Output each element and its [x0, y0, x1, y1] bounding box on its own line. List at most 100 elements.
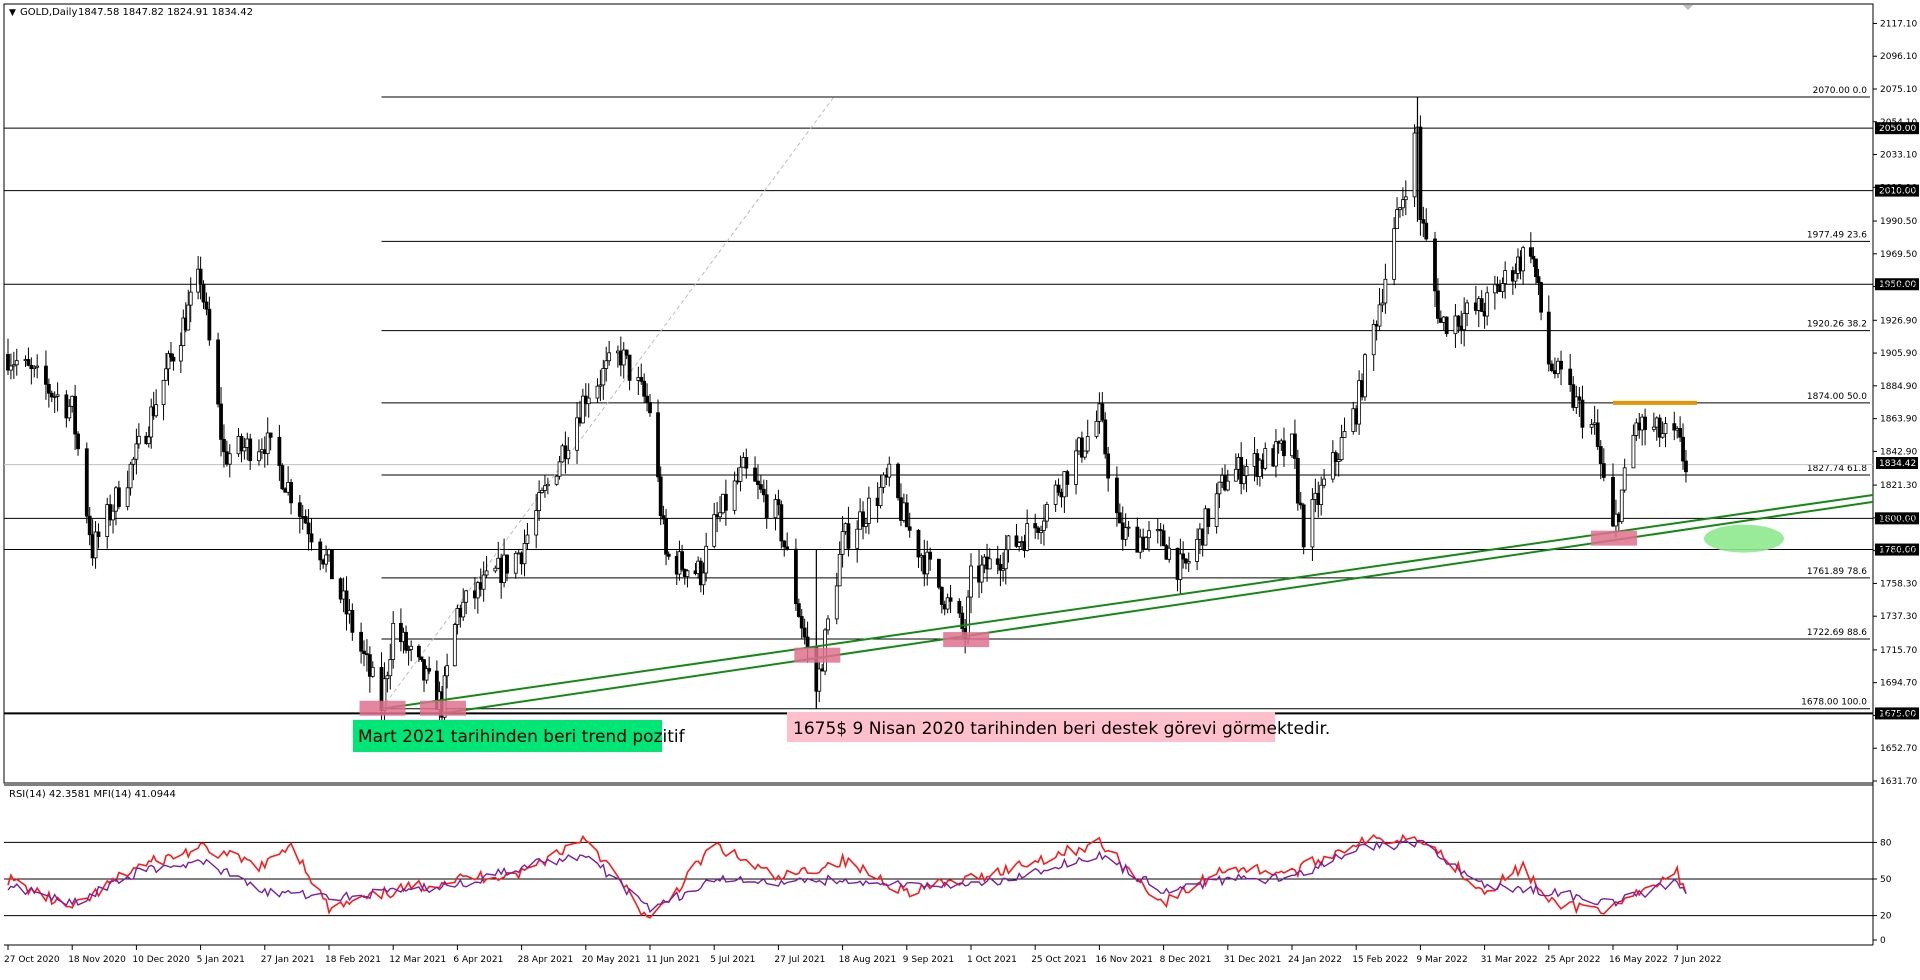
candle-body	[1103, 419, 1108, 455]
candle-body	[543, 485, 547, 491]
trend-note-text: Mart 2021 tarihinden beri trend pozitif	[358, 727, 686, 747]
candle-body	[1663, 423, 1668, 434]
candle-body	[525, 534, 530, 544]
candle-body	[794, 548, 798, 605]
candle-body	[1085, 436, 1090, 452]
collapse-triangle-icon[interactable]: ▼	[9, 8, 16, 18]
candle-body	[595, 385, 600, 399]
candle-body	[1521, 247, 1526, 272]
candle-body	[580, 395, 585, 424]
candle-body	[545, 483, 550, 487]
candle-body	[744, 457, 749, 469]
candle-body	[419, 656, 424, 661]
candle-body	[76, 433, 80, 450]
candle-body	[493, 567, 498, 572]
candle-body	[513, 552, 518, 574]
candle-body	[1056, 484, 1061, 493]
candle-body	[855, 528, 860, 549]
candle-body	[1241, 475, 1246, 485]
candle-body	[1681, 436, 1685, 462]
date-axis-label: 25 Apr 2022	[1545, 955, 1601, 965]
candle-body	[624, 349, 629, 356]
candle-body	[1436, 290, 1440, 319]
candle-body	[475, 582, 480, 599]
candle-body	[834, 585, 839, 620]
candle-body	[136, 435, 141, 445]
ohlc-readout: 1847.58 1847.82 1824.91 1834.42	[78, 7, 253, 18]
candle-body	[1065, 471, 1070, 485]
price-axis-label: 1948.50	[1880, 283, 1917, 293]
candle-body	[799, 616, 804, 629]
candle-body	[1333, 452, 1338, 463]
candle-body	[796, 603, 801, 617]
candle-body	[239, 436, 244, 452]
candle-body	[642, 380, 647, 397]
candle-body	[84, 448, 89, 517]
candle-body	[96, 531, 101, 537]
candle-body	[1181, 553, 1186, 560]
price-axis-label: 1926.90	[1880, 316, 1917, 326]
candle-body	[1336, 459, 1341, 463]
candle-body	[840, 531, 845, 555]
candle-body	[1363, 354, 1367, 398]
candle-body	[701, 572, 706, 586]
scroll-marker-icon[interactable]	[1683, 5, 1693, 10]
price-axis-label: 1715.70	[1880, 646, 1917, 656]
candle-body	[1380, 302, 1385, 306]
candle-body	[93, 531, 98, 559]
candle-body	[1214, 493, 1219, 527]
candle-body	[445, 665, 450, 677]
candle-body	[257, 451, 261, 462]
candle-body	[907, 526, 912, 531]
candle-body	[960, 612, 965, 629]
candle-body	[1462, 313, 1467, 331]
date-axis-label: 15 Feb 2022	[1352, 955, 1408, 965]
candle-body	[1263, 448, 1268, 469]
candle-body	[1580, 399, 1585, 428]
price-axis-label: 2012.10	[1880, 183, 1917, 193]
candle-body	[1465, 302, 1469, 314]
candle-body	[1549, 363, 1554, 372]
candle-body	[785, 546, 790, 550]
fibonacci-level-label: 2070.00 0.0	[1813, 86, 1868, 96]
candle-body	[998, 563, 1003, 571]
support-box	[794, 647, 841, 663]
candle-body	[32, 366, 37, 369]
candle-body	[639, 377, 644, 382]
candle-body	[280, 465, 285, 490]
candle-body	[297, 502, 302, 517]
date-axis-label: 18 Aug 2021	[839, 955, 897, 965]
support-box	[1591, 530, 1637, 546]
candle-body	[11, 364, 16, 367]
candle-body	[896, 463, 900, 499]
indicator-header: RSI(14) 42.3581 MFI(14) 41.0944	[9, 789, 176, 800]
candle-body	[362, 650, 366, 655]
candle-body	[1144, 537, 1148, 550]
candle-body	[1412, 132, 1417, 198]
candle-body	[149, 406, 154, 438]
price-axis-label: 1737.30	[1880, 612, 1917, 622]
candle-body	[207, 308, 212, 341]
current-price-badge-bg	[1876, 457, 1918, 469]
candle-body	[664, 518, 668, 555]
candle-body	[704, 545, 709, 574]
date-axis-label: 16 May 2022	[1609, 955, 1668, 965]
candle-body	[359, 631, 364, 652]
candle-body	[1598, 446, 1603, 465]
level-label: 2010.00	[1879, 187, 1916, 197]
candle-body	[566, 449, 571, 460]
candle-body	[370, 666, 375, 677]
date-axis: 27 Oct 2020 18 Nov 2020 10 Dec 2020 5 Jan 2…	[4, 945, 1722, 965]
candle-body	[277, 436, 282, 466]
candle-body	[948, 597, 953, 602]
candle-body	[1044, 504, 1049, 522]
price-axis-label: 1779.30	[1880, 547, 1917, 557]
candle-body	[409, 645, 414, 650]
candle-body	[367, 654, 372, 677]
support-box	[943, 632, 990, 648]
level-label-bg	[1875, 184, 1919, 197]
price-axis-label: 1631.70	[1880, 777, 1917, 787]
candle-body	[309, 533, 314, 543]
candle-body	[648, 402, 652, 414]
